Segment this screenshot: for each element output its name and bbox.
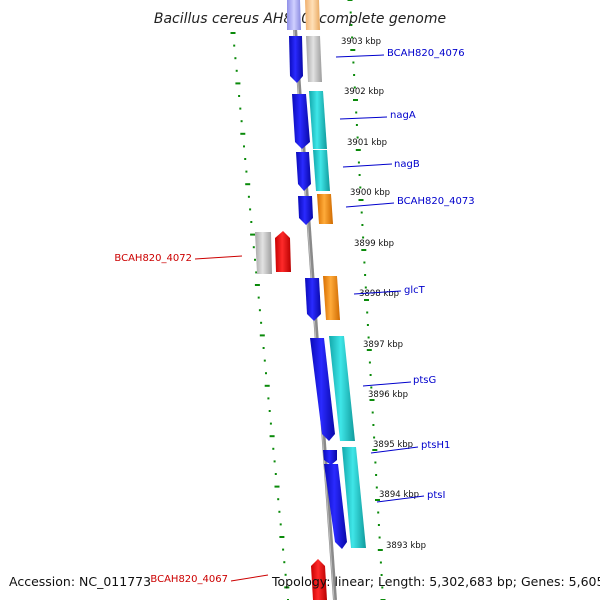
gene-bcah820-4073-gene (317, 194, 333, 224)
leader-line (370, 446, 419, 454)
gene-label-naga: nagA (390, 110, 416, 121)
gene-naga-protein (292, 94, 310, 149)
tick-label: 3896 kbp (368, 390, 408, 400)
gene-nagb-protein (296, 152, 311, 191)
tick-label: 3894 kbp (379, 490, 419, 500)
tick-label: 3903 kbp (341, 37, 381, 47)
gene-label-bcah820-4067: BCAH820_4067 (150, 574, 228, 585)
leader-line (376, 495, 425, 503)
gene-features (255, 0, 366, 600)
gene-nagb-gene (313, 150, 330, 191)
tick-label: 3899 kbp (354, 239, 394, 249)
leader-line (339, 116, 388, 120)
gene-glct-gene (323, 276, 340, 320)
accession-text: Accession: NC_011773 (9, 574, 152, 589)
gene-label-ptsi: ptsI (427, 490, 445, 501)
tick-label: 3897 kbp (363, 340, 403, 350)
gene-bcah820-4067-protein (311, 559, 327, 600)
gene-label-glct: glcT (404, 285, 426, 296)
topology-text: Topology: linear; Length: 5,302,683 bp; … (272, 574, 600, 589)
leader-line (342, 163, 393, 168)
leader-line (345, 202, 395, 208)
gene-peach-top (305, 0, 320, 30)
gene-naga-gene (309, 91, 327, 149)
gene-bcah820-4073-protein (298, 196, 313, 225)
gene-ptsh1-protein (323, 450, 337, 465)
gene-labels: BCAH820_4076 nagA nagB BCAH820_4073 BCAH… (114, 48, 474, 585)
gene-lavender-top (287, 0, 301, 30)
tick-label: 3893 kbp (386, 541, 426, 551)
tick-label: 3898 kbp (359, 289, 399, 299)
tick-label: 3900 kbp (350, 188, 390, 198)
gene-bcah820-4076-gene (306, 36, 322, 82)
leader-line (194, 255, 243, 260)
gene-bcah820-4072-gene (255, 232, 272, 274)
gene-label-nagb: nagB (394, 159, 420, 170)
gene-bcah820-4076-protein (289, 36, 303, 83)
leader-line (362, 381, 412, 387)
gene-label-bcah820-4076: BCAH820_4076 (387, 48, 465, 59)
tick-label: 3895 kbp (373, 440, 413, 450)
gene-bcah820-4072-protein (275, 231, 291, 272)
tick-label: 3901 kbp (347, 138, 387, 148)
gene-label-ptsg: ptsG (413, 375, 436, 386)
kbp-ticks: 3903 kbp 3902 kbp 3901 kbp 3900 kbp 3899… (341, 37, 426, 551)
gene-label-bcah820-4073: BCAH820_4073 (397, 196, 475, 207)
tick-label: 3902 kbp (344, 87, 384, 97)
gene-ptsg-protein (310, 338, 335, 441)
leader-line (230, 574, 269, 582)
leader-line (335, 54, 385, 58)
outer-dotted-guides (230, 0, 386, 600)
gene-glct-protein (305, 278, 321, 321)
gene-ptsi-protein (324, 464, 347, 549)
leader-line (353, 290, 402, 295)
gene-ptsg-gene (329, 336, 355, 441)
gene-label-bcah820-4072: BCAH820_4072 (114, 253, 192, 264)
gene-ptsi-gene (342, 447, 366, 548)
gene-label-ptsh1: ptsH1 (421, 440, 450, 451)
